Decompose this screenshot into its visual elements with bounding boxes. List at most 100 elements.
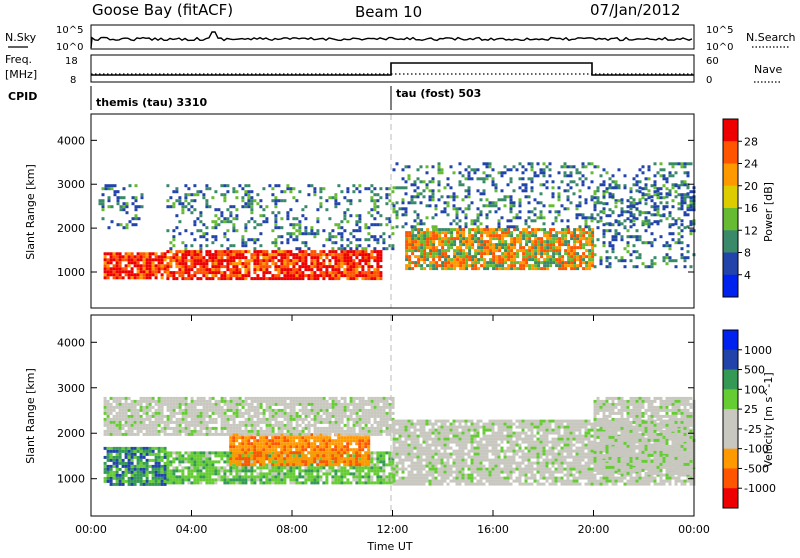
data-cell — [453, 198, 456, 201]
data-cell — [244, 475, 247, 478]
data-cell — [214, 466, 217, 469]
data-cell — [462, 210, 465, 213]
data-cell — [232, 223, 235, 226]
data-cell — [355, 475, 358, 478]
data-cell — [298, 256, 301, 259]
data-cell — [110, 261, 113, 264]
data-cell — [307, 442, 310, 445]
data-cell — [206, 403, 209, 406]
data-cell — [510, 198, 513, 201]
data-cell — [170, 415, 173, 418]
data-cell — [432, 177, 435, 180]
data-cell — [257, 406, 260, 409]
data-cell — [310, 478, 313, 481]
data-cell — [385, 193, 388, 196]
data-cell — [358, 265, 361, 268]
data-cell — [376, 271, 379, 274]
data-cell — [591, 240, 594, 243]
data-cell — [110, 267, 113, 270]
data-cell — [134, 456, 137, 459]
data-cell — [173, 400, 176, 403]
data-cell — [190, 475, 193, 478]
data-cell — [319, 460, 322, 463]
data-cell — [358, 229, 361, 232]
data-cell — [172, 238, 175, 241]
data-cell — [405, 234, 408, 237]
data-cell — [465, 240, 468, 243]
data-cell — [233, 418, 236, 421]
data-cell — [501, 189, 504, 192]
data-cell — [328, 451, 331, 454]
data-cell — [208, 454, 211, 457]
data-cell — [370, 454, 373, 457]
data-cell — [137, 403, 140, 406]
data-cell — [260, 430, 263, 433]
data-cell — [525, 240, 528, 243]
data-cell — [486, 231, 489, 234]
data-cell — [438, 198, 441, 201]
data-cell — [262, 460, 265, 463]
data-cell — [110, 465, 113, 468]
data-cell — [411, 243, 414, 246]
data-cell — [684, 162, 687, 165]
data-cell — [373, 457, 376, 460]
data-cell — [107, 480, 110, 483]
data-cell — [262, 454, 265, 457]
data-cell — [483, 261, 486, 264]
data-cell — [128, 430, 131, 433]
data-cell — [262, 250, 265, 253]
data-cell — [190, 457, 193, 460]
data-cell — [543, 162, 546, 165]
data-cell — [229, 253, 232, 256]
data-cell — [645, 186, 648, 189]
data-cell — [212, 427, 215, 430]
data-cell — [492, 249, 495, 252]
data-cell — [208, 205, 211, 208]
data-cell — [104, 433, 107, 436]
data-cell — [337, 184, 340, 187]
data-cell — [113, 483, 116, 486]
data-cell — [209, 406, 212, 409]
data-cell — [316, 217, 319, 220]
data-cell — [367, 253, 370, 256]
data-cell — [272, 430, 275, 433]
data-cell — [522, 261, 525, 264]
data-cell — [337, 274, 340, 277]
data-cell — [579, 255, 582, 258]
data-cell — [220, 466, 223, 469]
data-cell — [257, 400, 260, 403]
data-cell — [534, 213, 537, 216]
data-cell — [244, 241, 247, 244]
data-cell — [298, 265, 301, 268]
data-cell — [582, 180, 585, 183]
data-cell — [217, 271, 220, 274]
data-cell — [573, 246, 576, 249]
data-cell — [558, 231, 561, 234]
data-cell — [429, 204, 432, 207]
data-cell — [158, 258, 161, 261]
data-cell — [181, 268, 184, 271]
data-cell — [277, 235, 280, 238]
data-cell — [313, 457, 316, 460]
data-cell — [498, 228, 501, 231]
data-cell — [334, 202, 337, 205]
data-cell — [513, 189, 516, 192]
data-cell — [331, 253, 334, 256]
data-cell — [304, 454, 307, 457]
data-cell — [576, 246, 579, 249]
data-cell — [190, 460, 193, 463]
data-cell — [322, 439, 325, 442]
data-cell — [182, 403, 185, 406]
data-cell — [262, 475, 265, 478]
data-cell — [161, 415, 164, 418]
data-cell — [376, 475, 379, 478]
data-cell — [116, 412, 119, 415]
data-cell — [209, 418, 212, 421]
data-cell — [202, 262, 205, 265]
data-cell — [169, 250, 172, 253]
data-cell — [540, 171, 543, 174]
data-cell — [337, 232, 340, 235]
data-cell — [672, 165, 675, 168]
data-cell — [684, 171, 687, 174]
data-cell — [498, 243, 501, 246]
